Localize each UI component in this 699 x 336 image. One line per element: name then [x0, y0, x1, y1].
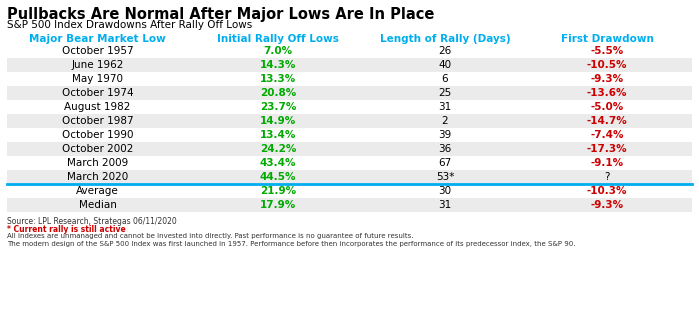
FancyBboxPatch shape — [7, 128, 692, 142]
Text: 6: 6 — [442, 74, 448, 84]
Text: -5.0%: -5.0% — [591, 102, 624, 112]
Text: October 1987: October 1987 — [62, 116, 134, 126]
Text: All indexes are unmanaged and cannot be invested into directly. Past performance: All indexes are unmanaged and cannot be … — [7, 233, 414, 239]
Text: -13.6%: -13.6% — [586, 88, 627, 98]
Text: -9.3%: -9.3% — [591, 74, 624, 84]
Text: Average: Average — [76, 186, 119, 196]
Text: 17.9%: 17.9% — [260, 200, 296, 210]
Text: March 2009: March 2009 — [67, 158, 128, 168]
Text: October 1957: October 1957 — [62, 46, 134, 56]
Text: 2: 2 — [442, 116, 448, 126]
Text: 14.9%: 14.9% — [260, 116, 296, 126]
Text: Pullbacks Are Normal After Major Lows Are In Place: Pullbacks Are Normal After Major Lows Ar… — [7, 7, 434, 22]
Text: First Drawdown: First Drawdown — [561, 34, 654, 44]
Text: 67: 67 — [438, 158, 452, 168]
Text: -9.3%: -9.3% — [591, 200, 624, 210]
Text: 26: 26 — [438, 46, 452, 56]
Text: -10.5%: -10.5% — [586, 60, 627, 70]
Text: Initial Rally Off Lows: Initial Rally Off Lows — [217, 34, 339, 44]
Text: 31: 31 — [438, 200, 452, 210]
Text: 44.5%: 44.5% — [260, 172, 296, 182]
Text: 14.3%: 14.3% — [260, 60, 296, 70]
Text: 40: 40 — [438, 60, 452, 70]
FancyBboxPatch shape — [7, 86, 692, 100]
Text: Source: LPL Research, Strategas 06/11/2020: Source: LPL Research, Strategas 06/11/20… — [7, 217, 177, 226]
Text: -17.3%: -17.3% — [586, 144, 627, 154]
Text: 43.4%: 43.4% — [260, 158, 296, 168]
Text: 23.7%: 23.7% — [260, 102, 296, 112]
Text: October 1974: October 1974 — [62, 88, 134, 98]
FancyBboxPatch shape — [7, 170, 692, 184]
Text: -7.4%: -7.4% — [590, 130, 624, 140]
Text: 31: 31 — [438, 102, 452, 112]
Text: -14.7%: -14.7% — [586, 116, 628, 126]
Text: -9.1%: -9.1% — [591, 158, 624, 168]
Text: 36: 36 — [438, 144, 452, 154]
Text: The modern design of the S&P 500 Index was first launched in 1957. Performance b: The modern design of the S&P 500 Index w… — [7, 241, 575, 247]
Text: * Current rally is still active: * Current rally is still active — [7, 225, 126, 234]
Text: June 1962: June 1962 — [71, 60, 124, 70]
Text: 13.4%: 13.4% — [260, 130, 296, 140]
Text: Median: Median — [78, 200, 117, 210]
Text: 25: 25 — [438, 88, 452, 98]
Text: 7.0%: 7.0% — [264, 46, 293, 56]
Text: 21.9%: 21.9% — [260, 186, 296, 196]
FancyBboxPatch shape — [7, 72, 692, 86]
Text: S&P 500 Index Drawdowns After Rally Off Lows: S&P 500 Index Drawdowns After Rally Off … — [7, 20, 252, 30]
Text: 20.8%: 20.8% — [260, 88, 296, 98]
FancyBboxPatch shape — [7, 44, 692, 58]
Text: May 1970: May 1970 — [72, 74, 123, 84]
Text: 39: 39 — [438, 130, 452, 140]
FancyBboxPatch shape — [7, 184, 692, 198]
Text: March 2020: March 2020 — [67, 172, 128, 182]
Text: 24.2%: 24.2% — [260, 144, 296, 154]
Text: Length of Rally (Days): Length of Rally (Days) — [380, 34, 510, 44]
Text: 30: 30 — [438, 186, 452, 196]
Text: 53*: 53* — [435, 172, 454, 182]
FancyBboxPatch shape — [7, 142, 692, 156]
Text: October 2002: October 2002 — [62, 144, 134, 154]
FancyBboxPatch shape — [7, 100, 692, 114]
Text: -5.5%: -5.5% — [591, 46, 624, 56]
FancyBboxPatch shape — [7, 198, 692, 212]
FancyBboxPatch shape — [7, 114, 692, 128]
Text: August 1982: August 1982 — [64, 102, 131, 112]
Text: October 1990: October 1990 — [62, 130, 134, 140]
FancyBboxPatch shape — [7, 58, 692, 72]
Text: Major Bear Market Low: Major Bear Market Low — [29, 34, 166, 44]
Text: ?: ? — [604, 172, 610, 182]
Text: -10.3%: -10.3% — [586, 186, 627, 196]
FancyBboxPatch shape — [7, 156, 692, 170]
Text: 13.3%: 13.3% — [260, 74, 296, 84]
